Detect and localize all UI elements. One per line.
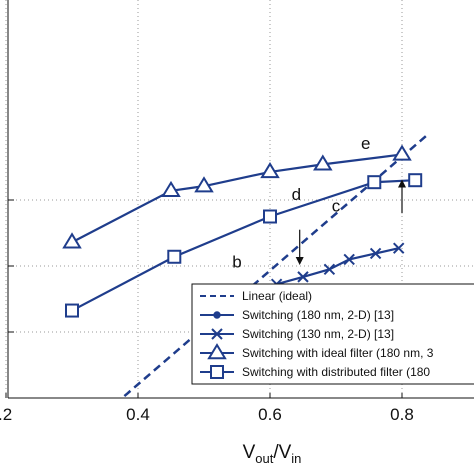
- tick-labels: .2 0.4 0.6 0.8: [0, 405, 414, 424]
- x-tick-label-1: 0.4: [126, 405, 150, 424]
- series-3-point-3: [260, 162, 280, 179]
- series-2-point-4: [323, 263, 336, 276]
- x-tick-label-0: .2: [0, 405, 12, 424]
- x-axis-label-sub2: in: [291, 451, 301, 466]
- series-4-point-4: [408, 173, 423, 188]
- series-2-point-7: [392, 242, 405, 254]
- x-axis-label-main: V: [243, 442, 256, 463]
- legend: Linear (ideal) Switching (180 nm, 2-D) [1…: [191, 283, 474, 385]
- series-4-point-3: [367, 175, 382, 190]
- legend-item-0: Linear (ideal): [200, 289, 312, 303]
- series-2-point-6: [369, 247, 382, 260]
- series-3-point-1: [161, 180, 181, 197]
- curve-label-d: d: [292, 185, 301, 204]
- legend-label-3: Switching with ideal filter (180 nm, 3: [242, 346, 434, 360]
- legend-box: [191, 283, 474, 385]
- series-4-point-2: [263, 209, 277, 224]
- curve-label-c: c: [332, 197, 341, 216]
- legend-marker-1: [213, 311, 221, 319]
- series-4-point-0: [65, 303, 79, 318]
- series-4-point-1: [167, 249, 182, 264]
- x-axis-label: Vout/Vin: [243, 442, 302, 466]
- legend-item-3: Switching with ideal filter (180 nm, 3: [200, 343, 434, 360]
- x-tick-label-2: 0.6: [258, 405, 282, 424]
- legend-label-1: Switching (180 nm, 2-D) [13]: [242, 308, 394, 322]
- curve-label-b: b: [232, 253, 241, 272]
- legend-item-1: Switching (180 nm, 2-D) [13]: [200, 308, 394, 322]
- legend-marker-2: [211, 328, 223, 340]
- x-axis-label-slash: /V: [273, 442, 291, 463]
- legend-item-4: Switching with distributed filter (180: [200, 365, 430, 379]
- series-3-point-4: [313, 154, 333, 171]
- series-3: [62, 144, 412, 249]
- legend-item-2: Switching (130 nm, 2-D) [13]: [200, 327, 394, 341]
- series-2-point-5: [343, 253, 355, 266]
- series-3-point-0: [62, 232, 82, 249]
- curve-label-e: e: [361, 134, 370, 153]
- series-line-3: [71, 153, 403, 244]
- legend-marker-3: [207, 343, 227, 360]
- series-3-point-2: [194, 176, 214, 193]
- legend-label-4: Switching with distributed filter (180: [242, 365, 430, 379]
- legend-label-2: Switching (130 nm, 2-D) [13]: [242, 327, 394, 341]
- legend-marker-4: [210, 365, 224, 379]
- x-axis-label-sub1: out: [255, 451, 273, 466]
- series-4: [65, 173, 423, 318]
- series-3-point-5: [392, 144, 412, 161]
- x-tick-label-3: 0.8: [390, 405, 414, 424]
- series-2-point-3: [297, 271, 309, 283]
- plot-axes: [5, 0, 474, 399]
- legend-label-0: Linear (ideal): [242, 289, 312, 303]
